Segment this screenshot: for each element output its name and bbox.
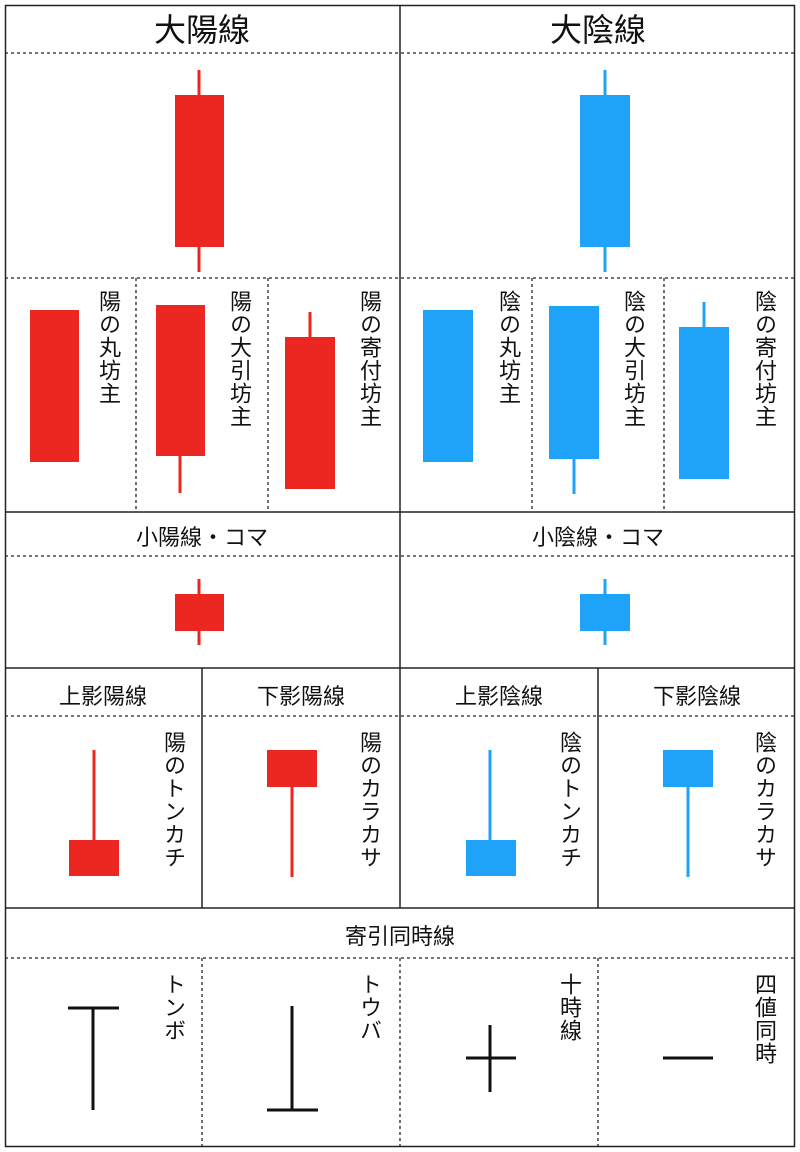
candle-yin-karakasa xyxy=(663,750,713,877)
doji-cross xyxy=(466,1025,516,1092)
candle-body xyxy=(175,594,224,631)
label-gravestone: トウバ xyxy=(356,973,381,1042)
candle-body xyxy=(679,327,729,479)
candle-big-yang xyxy=(175,70,224,272)
candle-small-yin xyxy=(580,579,630,645)
label-four-price: 四値同時 xyxy=(751,973,776,1065)
label-yin-opening-bozu: 陰の寄付坊主 xyxy=(751,290,776,428)
candle-yin-marubozu xyxy=(423,310,473,462)
candle-body xyxy=(549,306,599,459)
header-small-yang: 小陽線・コマ xyxy=(135,526,268,551)
header-upper-shadow-yin: 上影陰線 xyxy=(454,685,543,710)
candle-body xyxy=(466,840,516,876)
header-lower-shadow-yin: 下影陰線 xyxy=(652,685,741,710)
candle-body xyxy=(69,840,119,876)
label-yin-tonkachi: 陰のトンカチ xyxy=(556,731,581,869)
label-yang-opening-bozu: 陽の寄付坊主 xyxy=(356,290,381,428)
label-dragonfly: トンボ xyxy=(160,973,185,1042)
label-yin-marubozu: 陰の丸坊主 xyxy=(495,290,520,405)
candle-yang-tonkachi xyxy=(69,750,119,876)
candle-yang-karakasa xyxy=(267,750,317,877)
label-yang-marubozu: 陽の丸坊主 xyxy=(95,290,120,405)
title-big-yang: 大陽線 xyxy=(153,11,250,49)
candle-body xyxy=(580,95,630,247)
label-yin-closing-bozu: 陰の大引坊主 xyxy=(620,290,645,428)
candle-body xyxy=(175,95,224,247)
header-small-yin: 小陰線・コマ xyxy=(531,526,664,551)
label-yang-karakasa: 陽のカラカサ xyxy=(356,731,381,869)
candle-big-yin xyxy=(580,70,630,272)
label-yang-closing-bozu: 陽の大引坊主 xyxy=(226,290,251,428)
candle-small-yang xyxy=(175,579,224,645)
candle-body xyxy=(267,750,317,787)
candle-yang-opening-bozu xyxy=(285,312,335,489)
doji-dragonfly xyxy=(68,1006,119,1110)
candle-body xyxy=(580,594,630,631)
candle-body xyxy=(285,337,335,489)
label-yin-karakasa: 陰のカラカサ xyxy=(751,731,776,869)
candle-body xyxy=(30,310,79,462)
candle-body xyxy=(156,305,205,456)
label-yang-tonkachi: 陽のトンカチ xyxy=(160,731,185,869)
candle-body xyxy=(663,750,713,787)
candle-body xyxy=(423,310,473,462)
header-doji: 寄引同時線 xyxy=(344,925,455,950)
header-lower-shadow-yang: 下影陽線 xyxy=(256,685,345,710)
grid-lines xyxy=(4,4,796,1148)
candle-yin-tonkachi xyxy=(466,750,516,876)
label-cross: 十時線 xyxy=(556,973,581,1042)
title-big-yin: 大陰線 xyxy=(549,11,646,49)
candle-yang-closing-bozu xyxy=(156,305,205,493)
candle-yin-closing-bozu xyxy=(549,306,599,494)
doji-gravestone xyxy=(267,1006,318,1112)
header-upper-shadow-yang: 上影陽線 xyxy=(58,685,147,710)
candle-yin-opening-bozu xyxy=(679,302,729,479)
dashed-lines xyxy=(5,52,795,1147)
candle-yang-marubozu xyxy=(30,310,79,462)
